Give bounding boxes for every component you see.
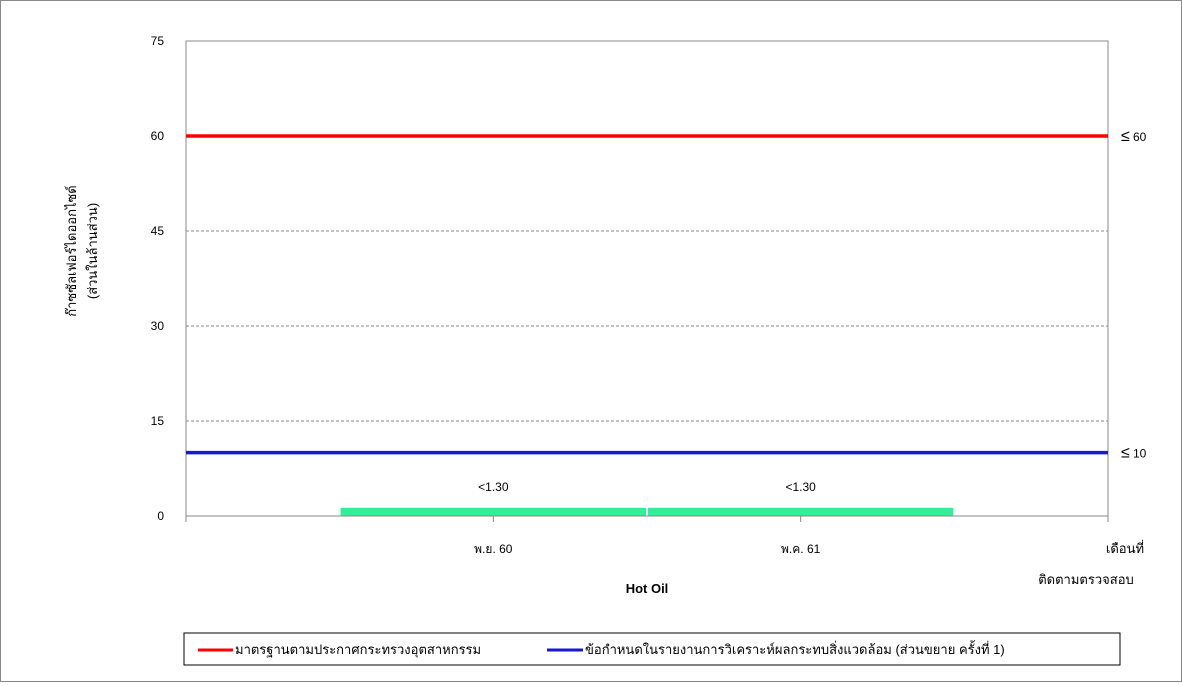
reference-lines: ≤60≤ 10 xyxy=(186,128,1147,462)
y-tick-label: 0 xyxy=(157,509,164,523)
gridlines xyxy=(186,40,1108,422)
legend-label-standard: มาตรฐานตามประกาศกระทรวงอุตสาหกรรม xyxy=(235,642,481,658)
y-axis-title-line1: ก๊าซซัลเฟอร์ไดออกไซด์ xyxy=(64,185,79,317)
y-axis-title-line2: (ส่วนในล้านส่วน) xyxy=(85,203,100,299)
x-axis-note-line1: เดือนที่ xyxy=(1106,540,1144,556)
bar-data-label: <1.30 xyxy=(478,480,509,494)
x-tick-label: พ.ย. 60 xyxy=(474,542,513,556)
bars: <1.30 <1.30 xyxy=(340,480,954,516)
reference-line-value: 10 xyxy=(1133,447,1147,461)
legend: มาตรฐานตามประกาศกระทรวงอุตสาหกรรม ข้อกำห… xyxy=(183,632,1121,666)
plot-area xyxy=(185,40,1109,517)
y-tick-label: 15 xyxy=(151,414,165,428)
y-tick-label: 60 xyxy=(151,129,165,143)
bar-data-label: <1.30 xyxy=(785,480,816,494)
x-axis-note-line2: ติดตามตรวจสอบ xyxy=(1038,572,1134,587)
y-tick-label: 30 xyxy=(151,319,165,333)
legend-label-eia: ข้อกำหนดในรายงานการวิเคราะห์ผลกระทบสิ่งแ… xyxy=(585,640,1005,657)
bar xyxy=(648,507,954,516)
reference-line-symbol: ≤ xyxy=(1121,445,1130,462)
reference-line-symbol: ≤ xyxy=(1121,128,1130,145)
axes: 0 15 30 45 60 75 พ.ย. 60 พ.ค. 61 xyxy=(151,34,1109,556)
y-tick-label: 75 xyxy=(151,34,165,48)
bar xyxy=(340,507,646,516)
y-tick-label: 45 xyxy=(151,224,165,238)
legend-box xyxy=(183,632,1121,666)
reference-line-value: 60 xyxy=(1133,130,1147,144)
x-axis-title: Hot Oil xyxy=(626,581,669,596)
x-tick-label: พ.ค. 61 xyxy=(781,542,821,556)
